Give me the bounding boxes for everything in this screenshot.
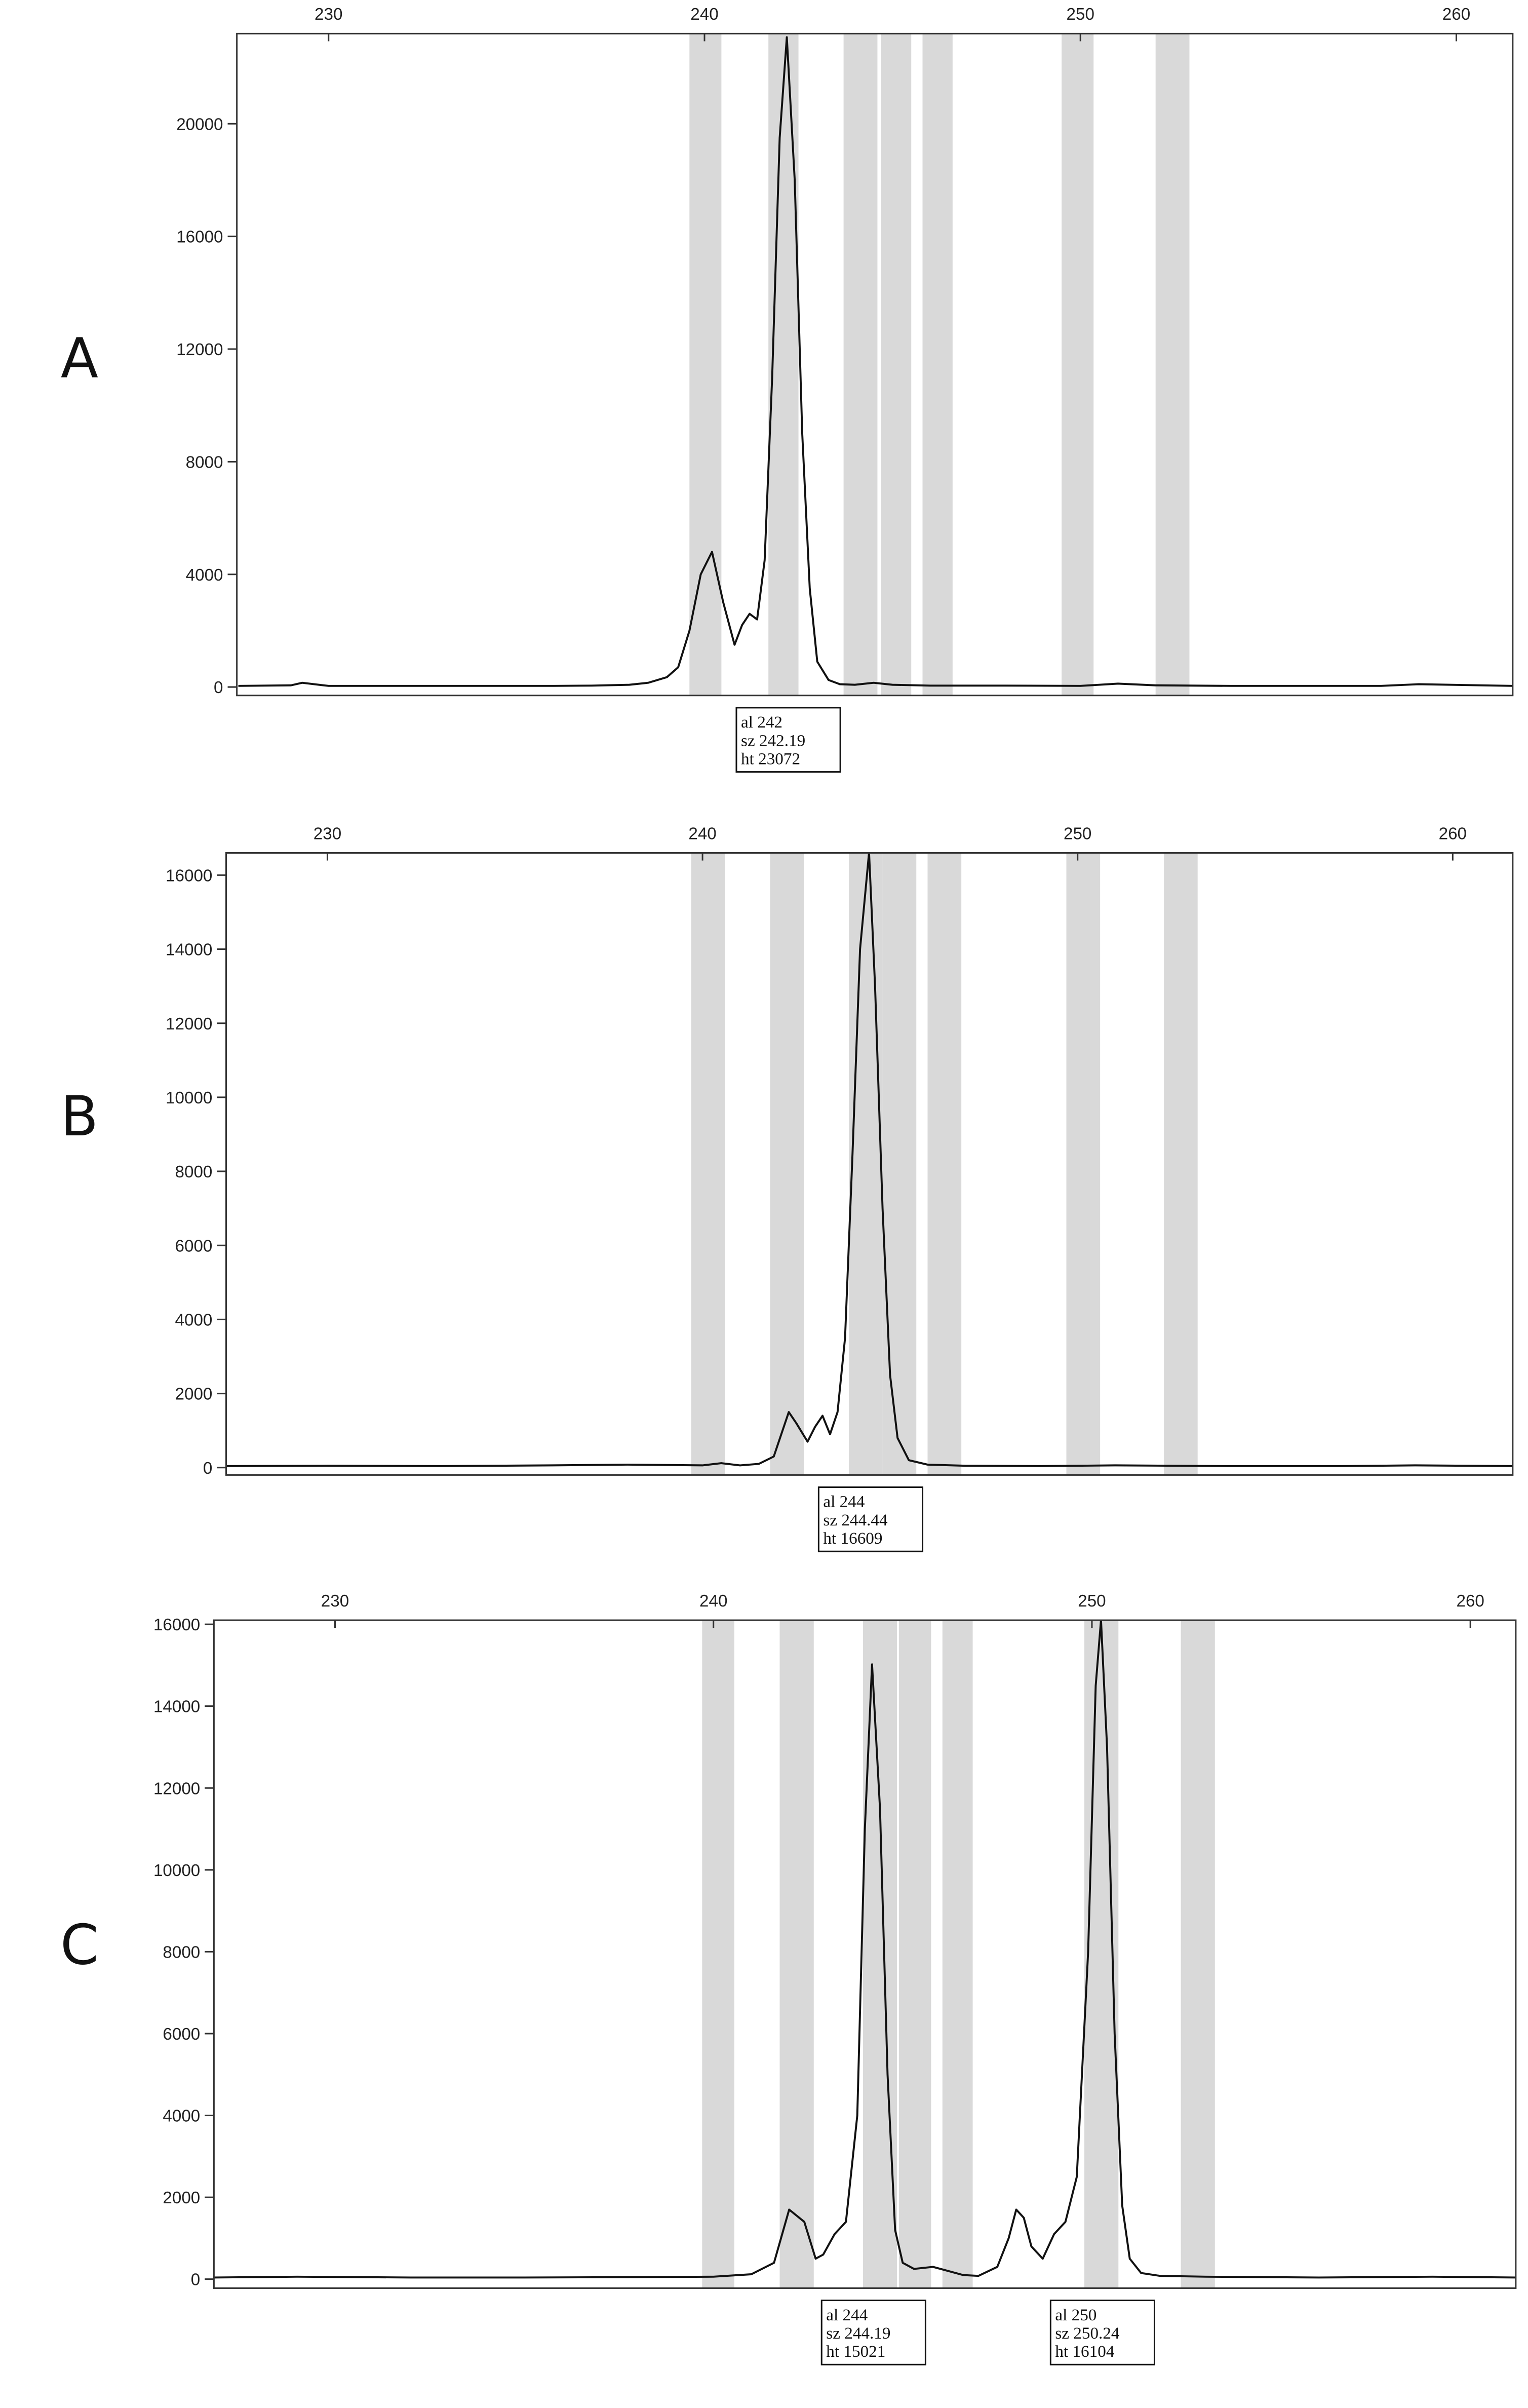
peak-label-box <box>1049 2300 1155 2365</box>
peak-label-text: al 244 <box>823 1493 865 1511</box>
peak-label-text: ht 16104 <box>1055 2342 1114 2361</box>
plot-frame <box>225 852 1514 1476</box>
plot-area <box>238 33 1513 696</box>
allele-bin <box>882 853 917 1475</box>
allele-bin <box>942 1620 973 2288</box>
y-tick-label: 12000 <box>166 1015 212 1034</box>
panel-letter: A <box>61 326 98 391</box>
allele-bin <box>1181 1620 1215 2288</box>
peak-label-text: sz 244.44 <box>823 1511 888 1530</box>
y-tick-label: 4000 <box>163 2107 200 2126</box>
x-tick-label: 260 <box>1457 1592 1484 1611</box>
y-tick-label: 4000 <box>186 566 223 585</box>
y-tick-label: 12000 <box>153 1779 200 1798</box>
allele-bin <box>770 853 804 1475</box>
y-tick-label: 8000 <box>175 1163 213 1181</box>
allele-bin <box>927 853 962 1475</box>
y-tick-label: 6000 <box>175 1237 213 1255</box>
trace-line <box>214 1620 1516 2279</box>
panel: B 230 240 250 260 0 2000 4000 6000 8000 10000 12000… <box>61 824 1514 1552</box>
allele-bin <box>691 853 725 1475</box>
y-tick-label: 2000 <box>175 1385 213 1404</box>
y-tick-label: 10000 <box>166 1089 212 1107</box>
allele-bin <box>1155 33 1190 696</box>
peak-label-text: ht 23072 <box>741 749 800 768</box>
allele-bin <box>689 33 722 696</box>
y-tick-label: 0 <box>191 2271 200 2289</box>
panel-letter: B <box>61 1084 99 1149</box>
allele-bin <box>922 33 953 696</box>
trace-line <box>226 853 1513 1467</box>
panel: C 230 240 250 260 0 2000 4000 6000 8000 10000 12000… <box>60 1592 1517 2365</box>
y-tick-label: 16000 <box>153 1616 200 1634</box>
y-tick-label: 14000 <box>153 1698 200 1716</box>
peak-label-text: sz 242.19 <box>741 731 805 750</box>
allele-bin <box>898 1620 931 2288</box>
peak-label-text: al 242 <box>741 713 782 732</box>
x-tick-label: 240 <box>688 824 716 843</box>
allele-bin <box>843 33 878 696</box>
y-tick-label: 16000 <box>166 866 212 885</box>
plot-frame <box>213 1619 1517 2289</box>
allele-bin <box>848 853 883 1475</box>
plot-frame <box>236 32 1514 697</box>
peak-label-text: ht 15021 <box>826 2342 885 2361</box>
y-tick-label: 0 <box>214 678 223 697</box>
allele-bin <box>863 1620 897 2288</box>
y-tick-label: 8000 <box>163 1943 200 1962</box>
peak-label-text: al 250 <box>1055 2306 1096 2324</box>
y-tick-label: 16000 <box>176 228 223 247</box>
peak-label-box <box>817 1486 924 1552</box>
y-tick-label: 8000 <box>186 453 223 472</box>
y-tick-label: 6000 <box>163 2025 200 2044</box>
y-tick-label: 2000 <box>163 2189 200 2207</box>
allele-bin <box>1164 853 1198 1475</box>
allele-bin <box>779 1620 814 2288</box>
x-tick-label: 230 <box>314 824 341 843</box>
allele-bin <box>881 33 912 696</box>
peak-label-text: ht 16609 <box>823 1529 882 1548</box>
x-tick-label: 240 <box>699 1592 727 1611</box>
y-tick-label: 4000 <box>175 1311 213 1329</box>
peak-label-box <box>735 707 841 773</box>
panel: A 230 240 250 260 0 4000 8000 12000 16000 20000 al … <box>61 5 1514 773</box>
peak-label-box <box>820 2300 926 2365</box>
y-tick-label: 12000 <box>176 340 223 359</box>
x-tick-label: 240 <box>690 5 718 24</box>
peak-label-text: sz 250.24 <box>1055 2324 1120 2343</box>
x-tick-label: 260 <box>1442 5 1470 24</box>
x-tick-label: 250 <box>1067 5 1094 24</box>
plot-area <box>214 1620 1516 2288</box>
plot-area <box>226 853 1513 1475</box>
panel-letter: C <box>60 1913 99 1977</box>
x-tick-label: 250 <box>1078 1592 1106 1611</box>
y-tick-label: 20000 <box>176 115 223 134</box>
x-tick-label: 230 <box>315 5 342 24</box>
y-tick-label: 14000 <box>166 941 212 960</box>
allele-bin <box>1062 33 1094 696</box>
allele-bin <box>702 1620 734 2288</box>
peak-label-text: sz 244.19 <box>826 2324 890 2343</box>
x-tick-label: 250 <box>1064 824 1091 843</box>
x-tick-label: 230 <box>321 1592 349 1611</box>
trace-line <box>238 36 1513 687</box>
y-tick-label: 10000 <box>153 1861 200 1880</box>
y-tick-label: 0 <box>203 1459 212 1478</box>
x-tick-label: 260 <box>1439 824 1467 843</box>
peak-label-text: al 244 <box>826 2306 868 2324</box>
allele-bin <box>1066 853 1101 1475</box>
